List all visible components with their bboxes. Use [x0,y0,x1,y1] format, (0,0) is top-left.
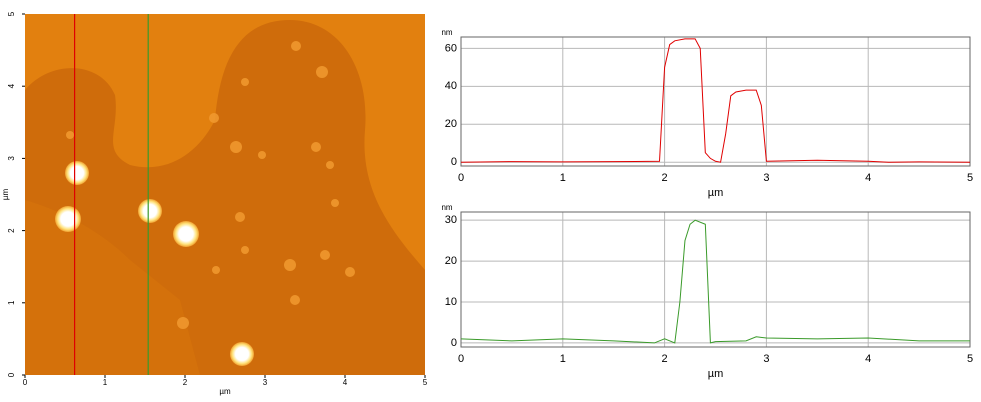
x-tick-label: 5 [967,172,973,184]
y-tick-label: 20 [445,118,457,130]
y-tick-label: 0 [451,337,457,349]
x-tick-label: 1 [103,378,108,387]
x-tick-label: 3 [763,172,769,184]
y-tick-label: 1 [7,300,16,305]
x-axis-label: µm [708,187,724,199]
x-tick-label: 2 [662,172,668,184]
y-tick-label: 4 [7,83,16,88]
x-tick-label: 0 [458,353,464,365]
x-tick-label: 1 [560,353,566,365]
y-tick-label: 40 [445,80,457,92]
plot-frame [460,36,971,167]
x-tick-label: 2 [662,353,668,365]
x-tick-label: 0 [458,172,464,184]
scan-image [25,14,425,375]
y-tick-label: 3 [7,156,16,161]
x-tick-label: 4 [865,172,871,184]
profile-line [460,38,971,163]
x-axis-label: µm [708,368,724,380]
y-tick-label: 20 [445,255,457,267]
y-axis-label: nm [441,28,452,37]
plot-frame [460,211,971,348]
x-axis-label: µm [219,387,231,396]
x-tick-label: 1 [560,172,566,184]
x-tick-label: 0 [23,378,28,387]
y-tick-label: 2 [7,228,16,233]
x-tick-label: 4 [865,353,871,365]
y-axis-label: µm [1,189,10,201]
y-tick-label: 0 [451,156,457,168]
y-tick-label: 0 [7,372,16,377]
y-tick-label: 10 [445,296,457,308]
y-tick-label: 60 [445,42,457,54]
x-tick-label: 4 [343,378,348,387]
x-tick-label: 5 [423,378,428,387]
x-tick-label: 3 [763,353,769,365]
y-axis-label: nm [441,203,452,212]
x-tick-label: 2 [183,378,188,387]
y-tick-label: 30 [445,214,457,226]
x-tick-label: 5 [967,353,973,365]
x-tick-label: 3 [263,378,268,387]
profile-line [460,219,970,344]
y-tick-label: 5 [7,11,16,16]
